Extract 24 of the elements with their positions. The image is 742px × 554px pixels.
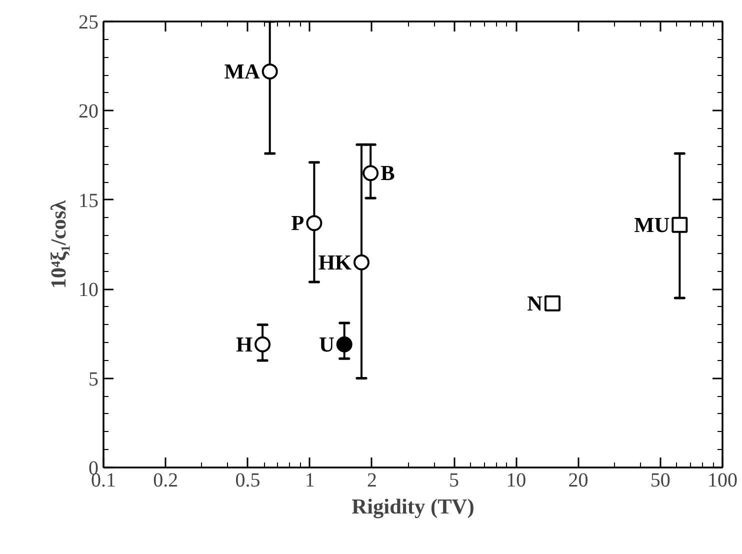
y-axis-title: 10⁴ξ₁/cosλ xyxy=(46,200,70,289)
annotation: P xyxy=(291,211,304,236)
x-tick-label: 0.2 xyxy=(153,470,178,492)
y-tick-label: 5 xyxy=(88,368,98,390)
x-tick-label: 5 xyxy=(449,470,460,492)
x-axis-title: Rigidity (TV) xyxy=(352,494,474,518)
annotation: MU xyxy=(634,212,670,237)
annotation: B xyxy=(380,161,395,186)
x-tick-label: 2 xyxy=(366,470,377,492)
annotation: U xyxy=(318,332,334,356)
x-tick-label: 50 xyxy=(650,470,670,492)
x-tick-label: 0.5 xyxy=(235,470,260,492)
y-tick-label: 20 xyxy=(78,100,98,123)
annotation: N xyxy=(527,291,544,316)
x-tick-label: 1 xyxy=(304,470,315,492)
x-tick-label: 10 xyxy=(506,470,526,492)
y-tick-label: 25 xyxy=(78,12,98,34)
x-tick-label: 100 xyxy=(708,470,738,492)
x-tick-label: 20 xyxy=(568,470,588,492)
annotation: MA xyxy=(224,59,260,84)
annotation: H xyxy=(236,332,253,356)
annotation: HK xyxy=(318,250,352,274)
y-tick-label: 10 xyxy=(78,279,98,302)
y-tick-label: 15 xyxy=(78,190,98,212)
